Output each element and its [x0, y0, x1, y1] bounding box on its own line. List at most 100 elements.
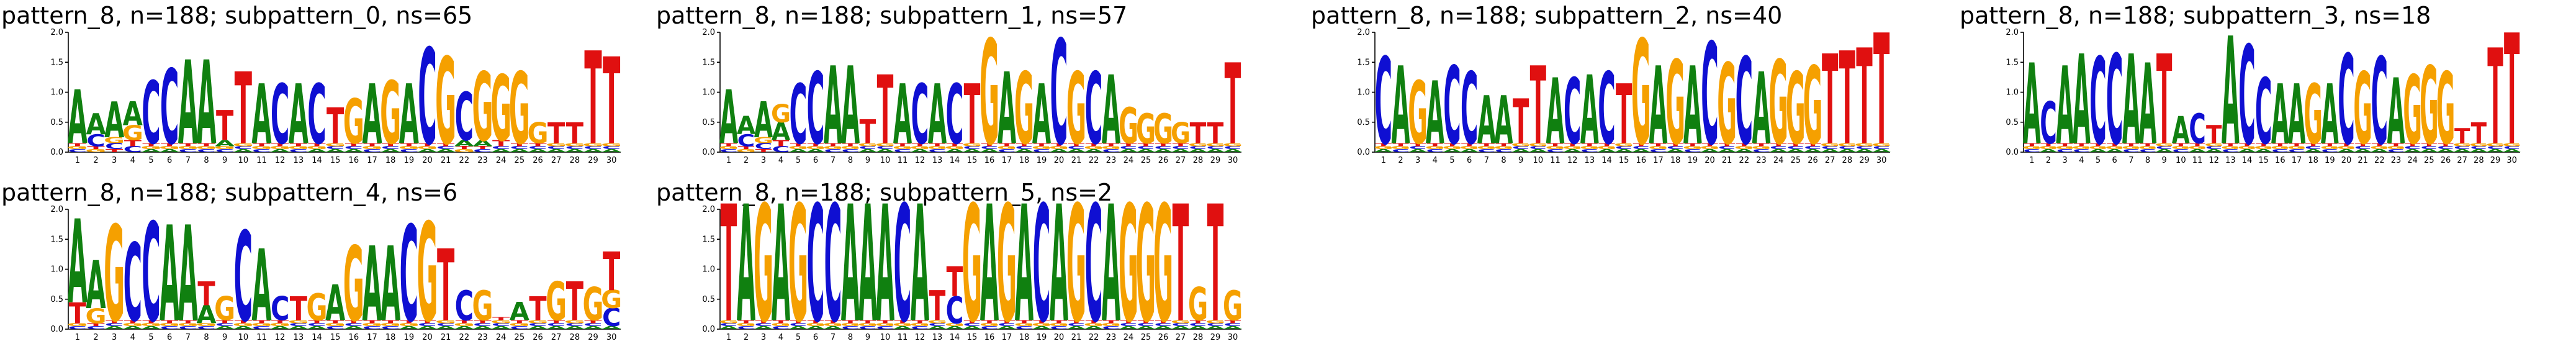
x-tick-label: 14 — [1601, 156, 1612, 165]
x-tick-label: 11 — [2192, 156, 2203, 165]
logo-letter-G: G — [306, 286, 327, 330]
x-tick-label: 8 — [2145, 156, 2150, 165]
logo-letter-G: G — [417, 195, 438, 353]
logo-letter-A: A — [945, 325, 965, 330]
logo-letter-C: C — [215, 322, 234, 327]
logo-letter-G: G — [910, 145, 930, 150]
logo-letter-A: A — [546, 148, 566, 153]
logo-letter-C: C — [911, 325, 929, 330]
logo-letter-T: T — [721, 173, 737, 354]
logo-letter-T: T — [1051, 319, 1068, 324]
x-tick-label: 21 — [1071, 156, 1082, 165]
logo-letter-T: T — [947, 258, 963, 306]
logo-letter-G: G — [2254, 145, 2273, 150]
logo-letter-C: C — [1701, 14, 1718, 177]
logo-letter-A: A — [472, 325, 492, 330]
x-tick-label: 17 — [367, 156, 377, 165]
logo-letter-C: C — [981, 325, 999, 330]
logo-letter-T: T — [1547, 142, 1563, 147]
logo-letter-T: T — [87, 145, 105, 150]
logo-letter-T: T — [547, 117, 565, 150]
logo-letter-T: T — [2421, 142, 2438, 147]
logo-letter-G: G — [962, 142, 982, 147]
logo-letter-T: T — [1513, 86, 1529, 158]
logo-letter-T: T — [492, 138, 510, 148]
logo-letter-T: T — [456, 145, 474, 150]
x-tick-label: 26 — [533, 156, 543, 165]
logo-letter-C: C — [842, 325, 860, 330]
x-tick-label: 3 — [761, 156, 766, 165]
logo-letter-A: A — [344, 325, 364, 330]
logo-letter-C: C — [381, 145, 400, 150]
logo-letter-A: A — [68, 75, 88, 161]
logo-letter-A: A — [270, 325, 290, 330]
logo-letter-C: C — [772, 325, 790, 330]
logo-letter-C: C — [1409, 145, 1426, 150]
x-tick-label: 7 — [831, 333, 835, 342]
y-tick-label: 1.5 — [2006, 58, 2019, 67]
logo-letter-A: A — [1821, 148, 1840, 153]
logo-letter-C: C — [1016, 325, 1034, 330]
y-tick-label: 1.5 — [702, 58, 715, 67]
logo-letter-C: C — [2024, 148, 2040, 153]
logo-letter-A: A — [289, 325, 308, 330]
logo-letter-G: G — [1049, 145, 1069, 150]
logo-letter-T: T — [1736, 142, 1752, 147]
logo-letter-C: C — [455, 79, 474, 156]
logo-letter-C: C — [2040, 90, 2056, 157]
x-tick-label: 8 — [204, 333, 209, 342]
logo-letter-C: C — [1529, 145, 1547, 150]
logo-letter-G: G — [196, 145, 217, 150]
x-tick-label: 9 — [1518, 156, 1523, 165]
logo-letter-C: C — [179, 325, 197, 330]
x-tick-label: 6 — [167, 156, 172, 165]
logo-letter-G: G — [788, 173, 808, 354]
logo-letter-G: G — [1631, 11, 1651, 178]
logo-letter-G: G — [435, 32, 456, 171]
x-tick-label: 29 — [1859, 156, 1870, 165]
logo-letter-G: G — [1171, 319, 1191, 324]
logo-letter-A: A — [806, 148, 826, 153]
y-tick-label: 0.5 — [1357, 118, 1370, 127]
logo-letter-T: T — [2140, 142, 2156, 147]
logo-letter-C: C — [2322, 148, 2338, 153]
logo-letter-C: C — [1752, 148, 1770, 153]
x-tick-label: 9 — [865, 333, 870, 342]
logo-letter-C: C — [363, 148, 381, 153]
logo-panel-5: pattern_8, n=188; subpattern_5, ns=2 0.0 0… — [656, 173, 1243, 354]
x-tick-label: 24 — [496, 156, 507, 165]
logo-letter-T: T — [2405, 142, 2421, 147]
x-tick-label: 7 — [186, 333, 191, 342]
logo-letter-G: G — [1136, 173, 1156, 354]
logo-letter-T: T — [912, 142, 929, 147]
logo-letter-G: G — [980, 11, 999, 178]
logo-letter-G: G — [528, 319, 549, 324]
y-tick-label: 0.5 — [50, 295, 63, 304]
logo-letter-C: C — [842, 148, 860, 153]
logo-letter-A: A — [270, 148, 290, 153]
logo-letter-A: A — [2271, 67, 2289, 163]
logo-letter-A: A — [963, 325, 982, 330]
logo-letter-G: G — [1459, 145, 1479, 150]
logo-letter-G: G — [2469, 142, 2488, 147]
logo-letter-G: G — [1014, 53, 1034, 167]
x-tick-label: 27 — [551, 333, 562, 342]
logo-panel-1: pattern_8, n=188; subpattern_1, ns=57 0.0… — [656, 2, 1243, 178]
logo-letter-T: T — [529, 291, 547, 329]
logo-letter-T: T — [1719, 142, 1735, 147]
logo-letter-C: C — [547, 322, 565, 327]
logo-letter-A: A — [1050, 173, 1068, 354]
logo-letter-G: G — [1511, 142, 1531, 147]
logo-letter-C: C — [2421, 145, 2438, 150]
x-tick-label: 27 — [1176, 333, 1186, 342]
logo-letter-C: C — [510, 145, 529, 150]
logo-letter-A: A — [160, 199, 179, 352]
logo-letter-G: G — [2221, 145, 2240, 150]
logo-letter-C: C — [2123, 148, 2140, 153]
logo-letter-G: G — [104, 199, 125, 352]
x-tick-label: 15 — [2258, 156, 2269, 165]
logo-letter-C: C — [289, 322, 308, 327]
x-tick-label: 25 — [1791, 156, 1801, 165]
logo-letter-A: A — [2304, 148, 2322, 153]
